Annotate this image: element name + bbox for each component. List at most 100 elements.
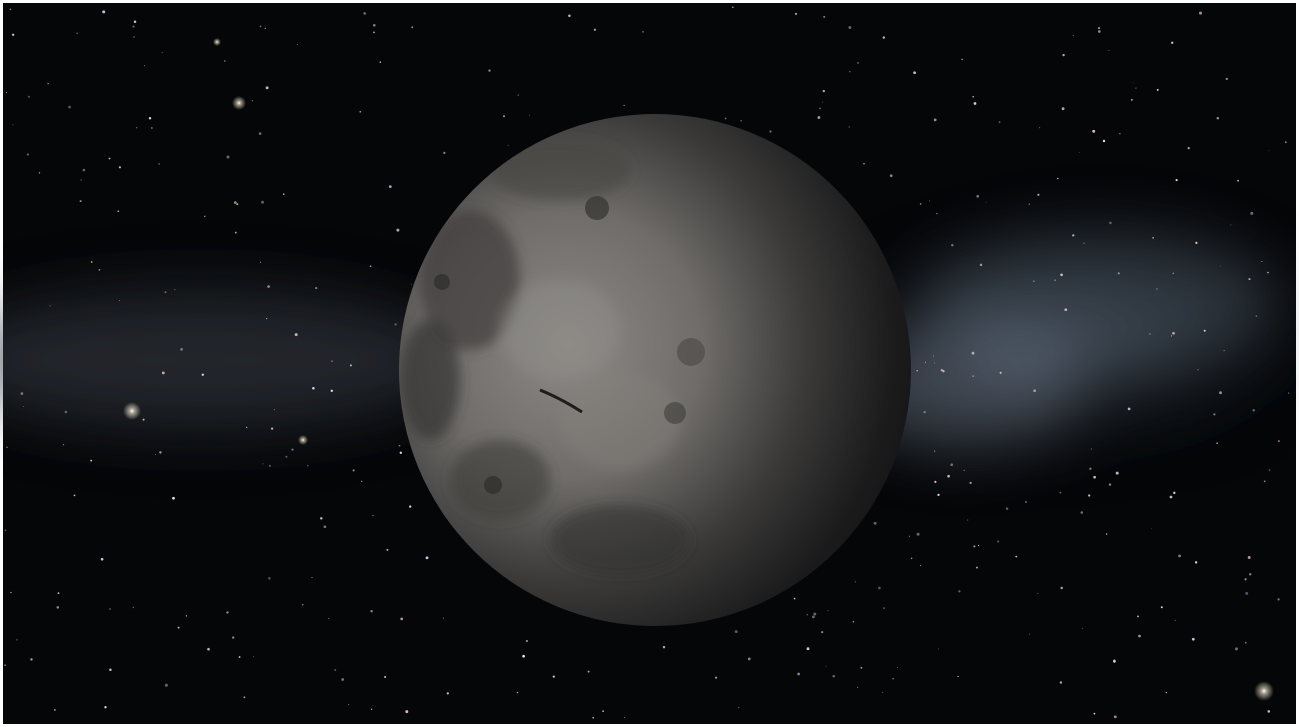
star <box>1195 241 1198 245</box>
star <box>793 597 796 600</box>
star <box>261 200 264 204</box>
star <box>1284 141 1287 144</box>
star <box>963 469 965 472</box>
star <box>1156 288 1158 290</box>
star <box>1225 77 1229 81</box>
star <box>1170 335 1173 337</box>
star <box>1060 586 1063 590</box>
star <box>1127 407 1131 411</box>
star-field <box>4 6 1290 719</box>
star <box>568 14 571 18</box>
star <box>158 163 160 165</box>
star <box>1119 133 1121 135</box>
star <box>90 459 93 462</box>
star <box>320 517 323 520</box>
star <box>132 25 135 28</box>
star <box>587 670 590 673</box>
star <box>1173 491 1176 495</box>
star <box>896 667 898 669</box>
star <box>985 202 987 203</box>
star <box>259 25 262 28</box>
star <box>1109 221 1112 225</box>
surface-mare <box>550 505 690 575</box>
star <box>172 496 175 500</box>
star <box>817 116 821 119</box>
star <box>940 369 943 372</box>
surface-highland <box>500 280 620 380</box>
star <box>264 27 266 29</box>
star <box>552 675 555 678</box>
star <box>370 708 373 710</box>
star <box>933 355 935 357</box>
star <box>330 389 334 393</box>
star <box>724 117 727 120</box>
star <box>1108 483 1112 486</box>
star <box>1199 11 1202 15</box>
star <box>226 611 229 614</box>
star <box>1216 116 1220 120</box>
star <box>1015 555 1018 558</box>
star <box>159 451 162 454</box>
star <box>1089 467 1092 470</box>
star <box>923 410 926 414</box>
star <box>398 444 401 447</box>
star <box>268 577 271 580</box>
star <box>769 130 772 133</box>
star <box>623 104 625 107</box>
star <box>273 409 275 411</box>
star <box>136 127 138 129</box>
star <box>1187 146 1190 150</box>
star <box>908 535 910 537</box>
star <box>1268 469 1271 471</box>
star <box>857 686 859 688</box>
star <box>1083 242 1085 244</box>
planet-surface <box>400 140 690 575</box>
crater <box>484 476 502 494</box>
star <box>1108 50 1110 52</box>
star <box>334 668 337 672</box>
star <box>1244 641 1247 644</box>
star <box>860 666 863 669</box>
star <box>973 545 976 548</box>
star <box>821 630 824 634</box>
star <box>410 283 412 285</box>
star <box>1062 53 1065 57</box>
star <box>822 89 825 93</box>
star <box>979 263 983 267</box>
star <box>1250 211 1254 215</box>
bright-star <box>232 96 246 110</box>
star <box>848 26 852 29</box>
star <box>883 607 885 609</box>
star <box>384 675 387 679</box>
star <box>133 20 137 24</box>
star <box>307 464 309 467</box>
star <box>1113 659 1116 662</box>
star <box>936 212 938 215</box>
star <box>379 61 382 63</box>
star <box>328 617 330 619</box>
star <box>20 392 24 395</box>
star <box>929 200 931 202</box>
star <box>27 95 30 98</box>
star <box>1288 392 1290 394</box>
star <box>233 201 237 204</box>
star <box>270 427 274 430</box>
star <box>1080 511 1084 514</box>
star <box>1097 30 1101 33</box>
star <box>388 185 392 188</box>
star <box>1244 578 1247 581</box>
crater <box>664 402 686 424</box>
star <box>399 451 403 455</box>
star <box>806 614 808 616</box>
star <box>282 193 285 195</box>
star <box>715 676 718 679</box>
star <box>1039 127 1041 129</box>
bright-star <box>1254 681 1274 701</box>
star <box>1263 480 1266 483</box>
star <box>1267 710 1271 713</box>
star <box>80 179 82 181</box>
star <box>185 615 188 617</box>
surface-mare <box>490 140 630 200</box>
star <box>1024 500 1028 503</box>
